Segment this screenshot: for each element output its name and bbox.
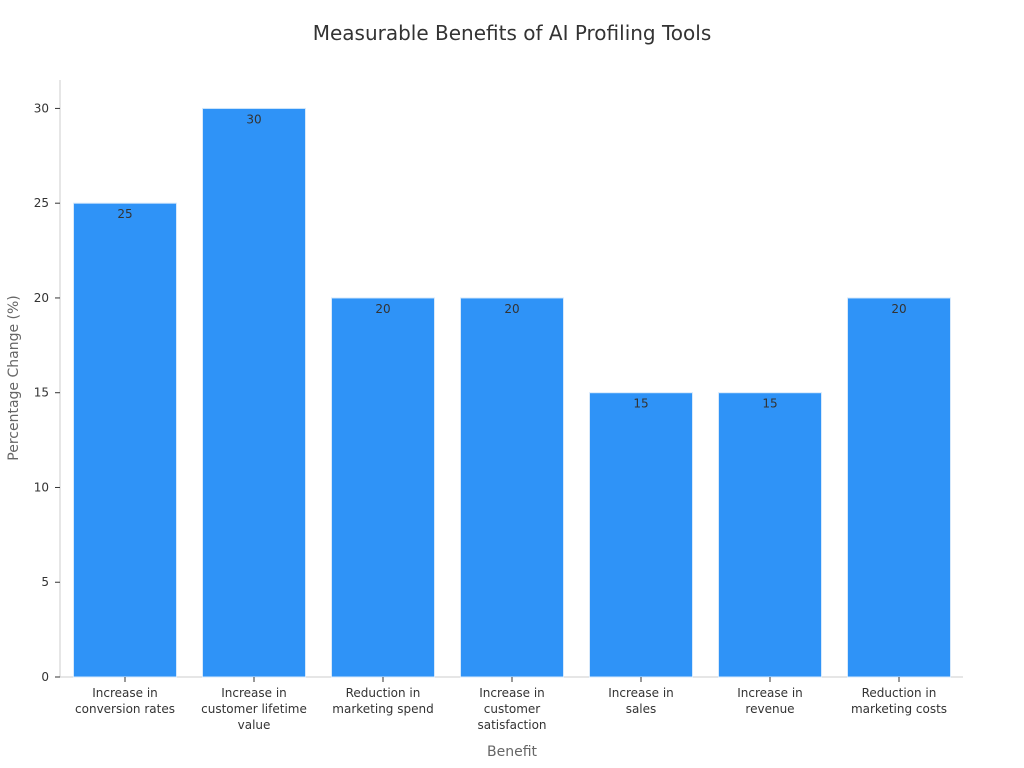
x-tick-label: Reduction in marketing costs	[851, 686, 947, 716]
bar	[847, 297, 951, 678]
y-tick-label: 5	[41, 575, 49, 589]
data-label: 15	[762, 397, 777, 411]
x-tick-label-line: Reduction in	[346, 686, 421, 700]
x-tick-label-line: customer lifetime	[201, 702, 307, 716]
x-tick-label-line: sales	[626, 702, 657, 716]
y-tick-label: 30	[34, 101, 49, 115]
data-label: 20	[504, 302, 519, 316]
bar	[202, 107, 306, 678]
bar	[460, 297, 564, 678]
x-tick-label: Reduction in marketing spend	[332, 686, 433, 716]
data-label: 25	[117, 207, 132, 221]
x-tick-label-line: Increase in	[737, 686, 803, 700]
x-axis-title: Benefit	[487, 744, 538, 760]
x-tick-label: Increase in customer lifetime value	[201, 686, 307, 732]
x-tick-label-line: conversion rates	[75, 702, 175, 716]
data-label: 15	[633, 397, 648, 411]
y-tick-label: 15	[34, 386, 49, 400]
y-tick-label: 0	[41, 670, 49, 684]
x-tick-label-line: Increase in	[608, 686, 674, 700]
y-tick-label: 10	[34, 480, 49, 494]
x-tick-label-line: Increase in	[92, 686, 158, 700]
x-tick-label: Increase in customer satisfaction	[477, 686, 546, 732]
x-tick-label: Increase in revenue	[737, 686, 803, 716]
x-tick-label-line: Increase in	[221, 686, 287, 700]
data-label: 20	[891, 302, 906, 316]
chart-title: Measurable Benefits of AI Profiling Tool…	[313, 21, 712, 45]
x-tick-label-line: Increase in	[479, 686, 545, 700]
x-tick-label-line: value	[238, 718, 271, 732]
plot-area: 0 5 10 15 20 25 30 25 Increase in conversion rate…	[34, 80, 963, 732]
x-tick-label-line: customer	[484, 702, 541, 716]
bar	[73, 202, 177, 678]
data-label: 30	[246, 112, 261, 126]
y-tick-label: 20	[34, 291, 49, 305]
bar	[331, 297, 435, 678]
data-label: 20	[375, 302, 390, 316]
y-axis-title: Percentage Change (%)	[6, 295, 22, 460]
x-tick-label-line: satisfaction	[477, 718, 546, 732]
x-tick-label-line: Reduction in	[862, 686, 937, 700]
bar	[718, 392, 822, 678]
x-tick-label-line: marketing costs	[851, 702, 947, 716]
bar	[589, 392, 693, 678]
x-tick-label-line: marketing spend	[332, 702, 433, 716]
x-tick-label-line: revenue	[745, 702, 794, 716]
x-tick-label: Increase in conversion rates	[75, 686, 175, 716]
y-tick-label: 25	[34, 196, 49, 210]
x-tick-label: Increase in sales	[608, 686, 674, 716]
